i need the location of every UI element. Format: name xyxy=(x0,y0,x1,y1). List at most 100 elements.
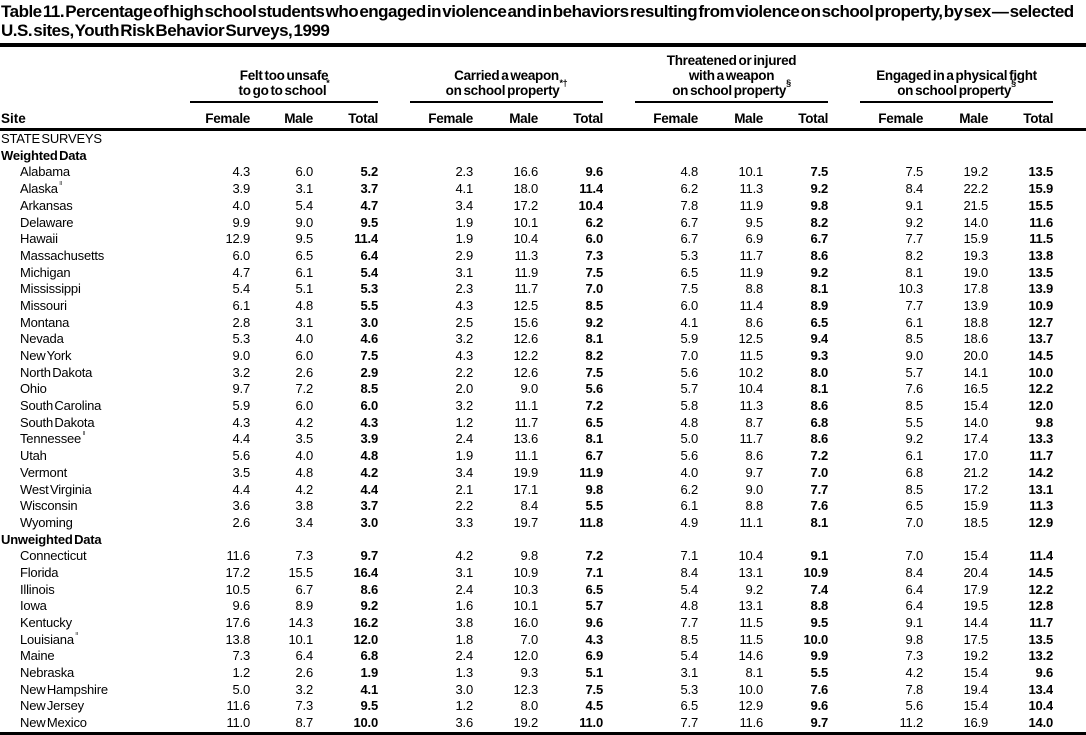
value-cell: 10.1 xyxy=(738,164,764,180)
value-cell: 7.7 xyxy=(680,615,699,631)
right-margin xyxy=(1053,698,1086,715)
value-cell: 9.0 xyxy=(295,214,313,230)
value-cell: 2.4 xyxy=(455,581,474,597)
data-row: Massachusetts 6.0 6.5 6.4 2.9 11.3 7.3 5.3 11.7 8… xyxy=(0,248,1086,265)
value-cell: 10.5 xyxy=(225,581,250,597)
value-cell: 4.0 xyxy=(232,197,250,213)
value-cell: 16.9 xyxy=(963,715,989,731)
site-cell: Nebraska xyxy=(20,665,75,681)
value-cell: 20.0 xyxy=(963,348,989,364)
right-margin xyxy=(1053,198,1086,215)
value-cell: 6.4 xyxy=(905,598,924,614)
group-gap xyxy=(603,648,635,665)
value-cell: 10.4 xyxy=(738,548,764,564)
group-gap xyxy=(603,431,635,448)
right-margin xyxy=(1053,448,1086,465)
site-cell: Mississippi xyxy=(20,281,81,297)
value-cell: 16.5 xyxy=(963,381,989,397)
group-header-label: Engaged in a physical fight on school pro… xyxy=(860,68,1054,103)
right-margin xyxy=(1053,298,1086,315)
total-value-cell: 11.7 xyxy=(1029,615,1054,631)
value-cell: 8.7 xyxy=(745,414,764,430)
value-cell: 7.6 xyxy=(905,381,924,397)
total-value-cell: 2.9 xyxy=(360,364,379,380)
value-cell: 7.8 xyxy=(680,197,699,213)
group-gap xyxy=(828,615,860,632)
column-header-male: Male xyxy=(923,103,988,131)
right-margin xyxy=(1053,515,1086,532)
value-cell: 4.8 xyxy=(295,464,313,480)
total-value-cell: 5.3 xyxy=(360,281,379,297)
total-value-cell: 6.5 xyxy=(810,314,829,330)
total-value-cell: 9.5 xyxy=(360,698,379,714)
group-gap xyxy=(828,715,860,732)
value-cell: 17.2 xyxy=(963,481,989,497)
value-cell: 5.8 xyxy=(680,398,699,414)
value-cell: 2.6 xyxy=(295,364,313,380)
value-cell: 4.0 xyxy=(295,331,313,347)
total-value-cell: 9.7 xyxy=(810,715,829,731)
bottom-rule xyxy=(0,731,1086,735)
value-cell: 19.0 xyxy=(963,264,989,280)
total-value-cell: 7.4 xyxy=(810,581,829,597)
site-cell: Utah xyxy=(20,448,47,464)
group-gap xyxy=(603,164,635,181)
value-cell: 14.4 xyxy=(963,615,989,631)
total-value-cell: 11.4 xyxy=(354,231,379,247)
value-cell: 15.5 xyxy=(288,564,313,580)
value-cell: 13.1 xyxy=(738,598,764,614)
value-cell: 4.4 xyxy=(232,431,250,447)
value-cell: 8.4 xyxy=(905,181,924,197)
value-cell: 14.1 xyxy=(963,364,989,380)
data-row: Alaska¶ 3.9 3.1 3.7 4.1 18.0 11.4 6.2 11.3 9.2 8.4… xyxy=(0,181,1086,198)
value-cell: 9.5 xyxy=(295,231,313,247)
value-cell: 6.5 xyxy=(905,498,924,514)
right-margin xyxy=(1053,331,1086,348)
group-gap xyxy=(603,381,635,398)
right-margin xyxy=(1053,715,1086,732)
total-value-cell: 8.6 xyxy=(810,431,829,447)
group-gap xyxy=(378,665,410,682)
group-gap xyxy=(378,565,410,582)
total-value-cell: 11.9 xyxy=(579,464,604,480)
value-cell: 9.0 xyxy=(520,381,539,397)
total-value-cell: 7.5 xyxy=(810,164,829,180)
group-gap xyxy=(378,198,410,215)
total-value-cell: 8.2 xyxy=(585,348,604,364)
site-cell: Vermont xyxy=(20,464,68,480)
group-gap xyxy=(378,181,410,198)
value-cell: 7.7 xyxy=(905,231,924,247)
total-value-cell: 9.9 xyxy=(810,648,829,664)
data-row: Illinois 10.5 6.7 8.6 2.4 10.3 6.5 5.4 9.2 7.4 6.4… xyxy=(0,582,1086,599)
group-gap xyxy=(603,265,635,282)
value-cell: 15.4 xyxy=(963,665,989,681)
value-cell: 4.4 xyxy=(232,481,250,497)
group-gap xyxy=(828,548,860,565)
value-cell: 14.0 xyxy=(963,214,989,230)
table-body: STATE SURVEYS Weighted Data Alabama 4.3 6.0 5… xyxy=(0,130,1086,732)
value-cell: 10.2 xyxy=(738,364,764,380)
value-cell: 9.8 xyxy=(905,631,924,647)
group-gap xyxy=(378,615,410,632)
group-gap xyxy=(828,231,860,248)
value-cell: 20.4 xyxy=(963,564,989,580)
total-value-cell: 6.0 xyxy=(585,231,604,247)
total-value-cell: 8.6 xyxy=(810,247,829,263)
value-cell: 3.2 xyxy=(455,398,474,414)
total-value-cell: 6.9 xyxy=(585,648,604,664)
site-cell: Maine xyxy=(20,648,55,664)
value-cell: 3.5 xyxy=(295,431,313,447)
site-cell: Montana xyxy=(20,314,70,330)
site-cell: Hawaii xyxy=(20,231,58,247)
value-cell: 5.0 xyxy=(680,431,699,447)
title-rule xyxy=(0,43,1086,47)
value-cell: 10.9 xyxy=(513,564,539,580)
value-cell: 3.1 xyxy=(455,264,474,280)
value-cell: 5.3 xyxy=(680,247,699,263)
total-value-cell: 16.4 xyxy=(353,564,379,580)
value-cell: 11.3 xyxy=(739,398,764,414)
value-cell: 11.5 xyxy=(739,631,764,647)
total-value-cell: 12.0 xyxy=(1028,398,1054,414)
value-cell: 5.6 xyxy=(232,448,250,464)
